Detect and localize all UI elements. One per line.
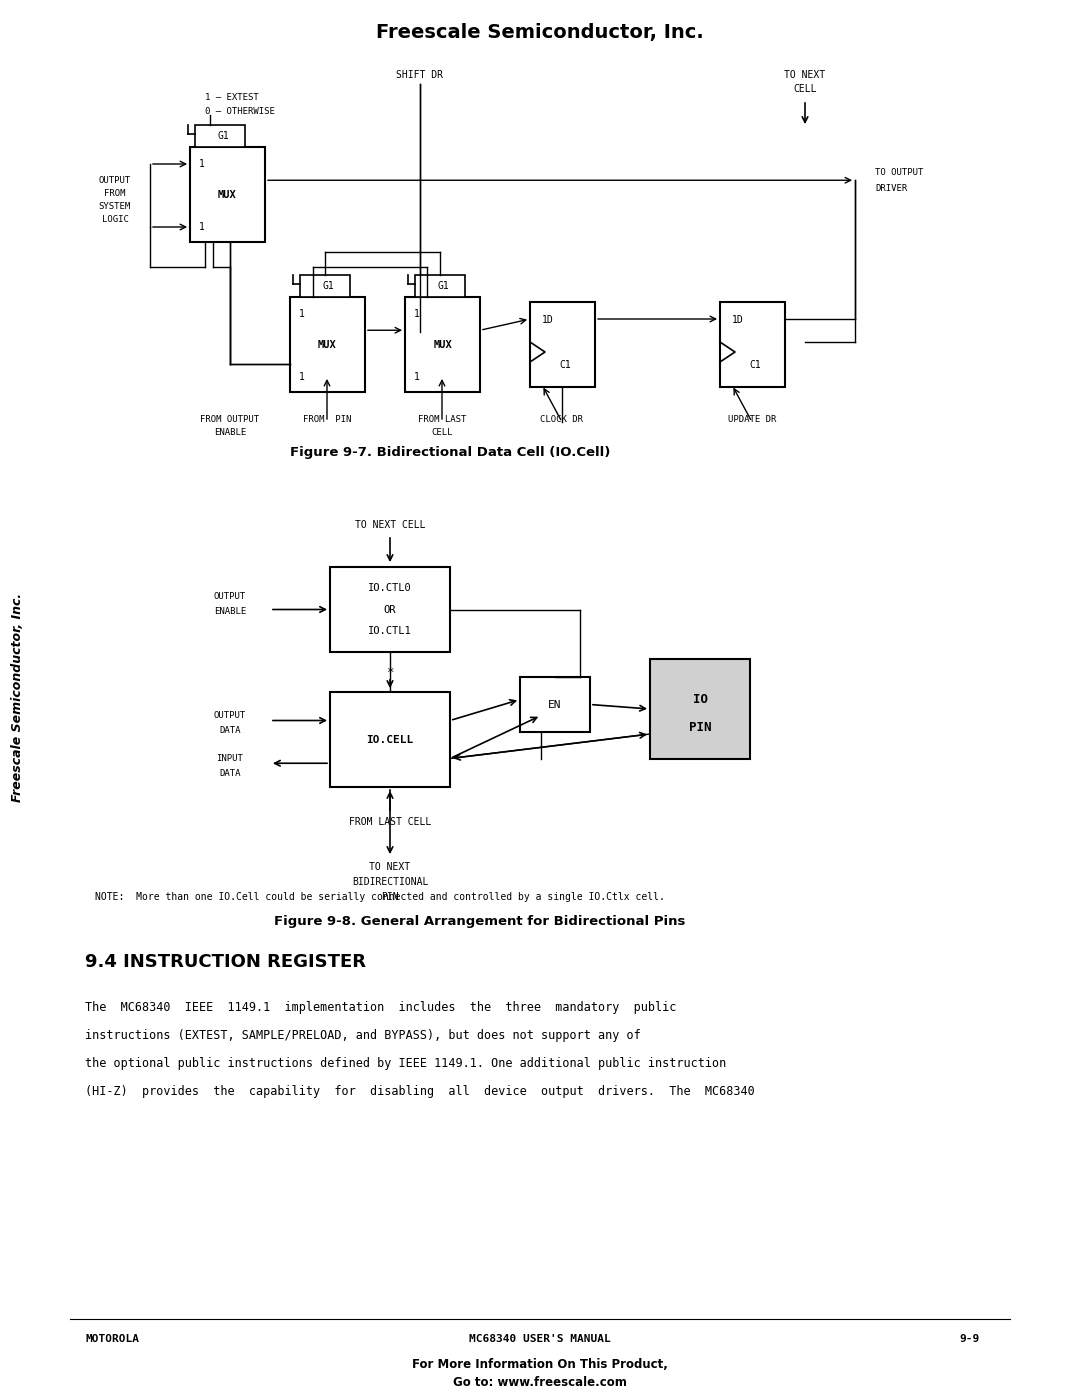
FancyBboxPatch shape [530, 302, 595, 387]
Text: OR: OR [383, 605, 396, 615]
Text: MUX: MUX [433, 339, 451, 349]
Text: 1: 1 [414, 372, 420, 381]
Text: LOGIC: LOGIC [102, 215, 129, 224]
FancyBboxPatch shape [405, 298, 480, 393]
Text: Figure 9-8. General Arrangement for Bidirectional Pins: Figure 9-8. General Arrangement for Bidi… [274, 915, 686, 929]
Text: The  MC68340  IEEE  1149.1  implementation  includes  the  three  mandatory  pub: The MC68340 IEEE 1149.1 implementation i… [85, 1000, 676, 1013]
Text: FROM LAST: FROM LAST [418, 415, 467, 423]
Text: 1: 1 [299, 309, 305, 319]
Text: BIDIRECTIONAL: BIDIRECTIONAL [352, 877, 428, 887]
FancyBboxPatch shape [720, 302, 785, 387]
Text: MUX: MUX [319, 339, 337, 349]
Text: DATA: DATA [219, 726, 241, 735]
Text: 9-9: 9-9 [960, 1334, 980, 1344]
Text: 1: 1 [299, 372, 305, 381]
Text: TO NEXT: TO NEXT [369, 862, 410, 872]
FancyBboxPatch shape [330, 692, 450, 787]
Text: 1D: 1D [542, 314, 554, 326]
Text: 9.4 INSTRUCTION REGISTER: 9.4 INSTRUCTION REGISTER [85, 953, 366, 971]
Text: IO.CTL0: IO.CTL0 [368, 584, 411, 594]
Text: Freescale Semiconductor, Inc.: Freescale Semiconductor, Inc. [12, 592, 25, 802]
Text: UPDATE DR: UPDATE DR [728, 415, 777, 423]
Text: EN: EN [549, 700, 562, 710]
Text: IO.CTL1: IO.CTL1 [368, 626, 411, 636]
Text: G1: G1 [217, 131, 229, 141]
Text: MC68340 USER'S MANUAL: MC68340 USER'S MANUAL [469, 1334, 611, 1344]
Text: DRIVER: DRIVER [875, 184, 907, 193]
FancyBboxPatch shape [291, 298, 365, 393]
Text: OUTPUT: OUTPUT [214, 592, 246, 601]
Text: 1: 1 [414, 309, 420, 319]
FancyBboxPatch shape [330, 567, 450, 652]
Text: C1: C1 [559, 360, 571, 370]
Text: FROM LAST CELL: FROM LAST CELL [349, 817, 431, 827]
Text: ENABLE: ENABLE [214, 427, 246, 436]
Text: 0 – OTHERWISE: 0 – OTHERWISE [205, 108, 275, 116]
Text: TO OUTPUT: TO OUTPUT [875, 168, 923, 177]
Text: the optional public instructions defined by IEEE 1149.1. One additional public i: the optional public instructions defined… [85, 1056, 726, 1070]
Text: NOTE:  More than one IO.Cell could be serially connected and controlled by a sin: NOTE: More than one IO.Cell could be ser… [95, 893, 665, 902]
Text: SHIFT DR: SHIFT DR [396, 70, 444, 80]
FancyBboxPatch shape [650, 659, 750, 759]
Text: Go to: www.freescale.com: Go to: www.freescale.com [454, 1376, 626, 1389]
Text: 1: 1 [199, 222, 205, 232]
FancyBboxPatch shape [519, 678, 590, 732]
FancyBboxPatch shape [300, 275, 350, 298]
Text: instructions (EXTEST, SAMPLE/PRELOAD, and BYPASS), but does not support any of: instructions (EXTEST, SAMPLE/PRELOAD, an… [85, 1028, 640, 1042]
Text: CLOCK DR: CLOCK DR [540, 415, 583, 423]
Text: Figure 9-7. Bidirectional Data Cell (IO.Cell): Figure 9-7. Bidirectional Data Cell (IO.… [289, 446, 610, 458]
Text: OUTPUT: OUTPUT [214, 711, 246, 719]
Text: TO NEXT: TO NEXT [784, 70, 825, 80]
Text: C1: C1 [750, 360, 761, 370]
Text: INPUT: INPUT [217, 754, 243, 763]
Text: CELL: CELL [431, 427, 453, 436]
Text: Freescale Semiconductor, Inc.: Freescale Semiconductor, Inc. [376, 22, 704, 42]
Text: For More Information On This Product,: For More Information On This Product, [413, 1358, 667, 1372]
Text: (HI-Z)  provides  the  capability  for  disabling  all  device  output  drivers.: (HI-Z) provides the capability for disab… [85, 1084, 755, 1098]
Text: OUTPUT: OUTPUT [99, 176, 131, 184]
Text: MUX: MUX [218, 190, 237, 200]
Text: 1D: 1D [732, 314, 744, 326]
Text: G1: G1 [322, 281, 334, 291]
Text: PIN: PIN [381, 893, 399, 902]
FancyBboxPatch shape [190, 147, 265, 242]
Text: SYSTEM: SYSTEM [99, 201, 131, 211]
Text: *: * [387, 665, 394, 679]
Text: MOTOROLA: MOTOROLA [85, 1334, 139, 1344]
Text: IO.CELL: IO.CELL [366, 735, 414, 745]
Text: DATA: DATA [219, 768, 241, 778]
Text: IO: IO [692, 693, 707, 705]
FancyBboxPatch shape [415, 275, 465, 298]
Text: G1: G1 [437, 281, 449, 291]
Text: FROM OUTPUT: FROM OUTPUT [201, 415, 259, 423]
Text: 1 – EXTEST: 1 – EXTEST [205, 92, 259, 102]
Text: CELL: CELL [793, 84, 816, 94]
Text: ENABLE: ENABLE [214, 608, 246, 616]
Text: FROM  PIN: FROM PIN [302, 415, 351, 423]
Text: TO NEXT CELL: TO NEXT CELL [354, 520, 426, 529]
Text: FROM: FROM [105, 189, 125, 198]
Text: 1: 1 [199, 159, 205, 169]
Text: PIN: PIN [689, 721, 712, 733]
FancyBboxPatch shape [195, 124, 245, 147]
